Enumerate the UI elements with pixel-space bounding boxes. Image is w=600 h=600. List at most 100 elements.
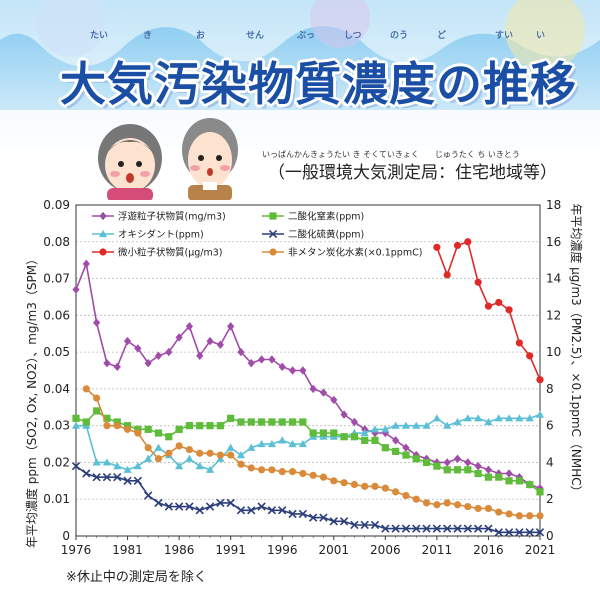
data-point <box>525 414 534 422</box>
data-point <box>195 506 204 515</box>
page-subtitle: （一般環境大気測定局：住宅地域等） <box>268 163 557 183</box>
data-point <box>536 376 544 384</box>
data-point <box>340 433 348 441</box>
data-point <box>330 477 338 485</box>
y-right-axis-title: 年平均濃度 μg/m3（PM2.5）、×0.1ppmC（NMHC） <box>569 203 584 497</box>
data-point <box>495 298 503 307</box>
data-point-stroke <box>453 524 462 533</box>
data-point <box>535 410 545 418</box>
data-point <box>92 472 101 482</box>
data-point <box>175 462 184 470</box>
data-point <box>82 385 90 393</box>
data-point <box>494 414 503 422</box>
y-right-axis-label: 年平均濃度 μg/m3（PM2.5）、×0.1ppmC（NMHC） <box>569 203 584 497</box>
footnote: ※休止中の測定局を除く <box>66 570 207 585</box>
ruby-text: たい <box>90 31 109 41</box>
data-point <box>505 469 513 478</box>
characters-illustration <box>98 118 238 200</box>
header-banner <box>0 0 600 150</box>
y-left-tick-label: 0.03 <box>43 419 70 433</box>
plot-area <box>76 205 540 536</box>
data-point <box>123 336 132 346</box>
data-point <box>484 473 493 481</box>
data-point <box>453 241 462 250</box>
data-point <box>247 464 255 472</box>
data-point <box>505 510 513 518</box>
series-ox <box>71 410 545 473</box>
series-nmhc <box>82 385 544 520</box>
data-point <box>92 458 101 466</box>
data-point <box>216 498 225 508</box>
data-point <box>443 466 451 474</box>
data-point <box>422 524 431 533</box>
data-point <box>484 417 493 426</box>
data-point <box>526 352 534 360</box>
data-point <box>391 524 400 533</box>
data-point <box>474 461 482 471</box>
data-point <box>93 318 101 327</box>
data-point <box>267 506 277 515</box>
data-point-stroke <box>360 520 369 530</box>
data-point <box>309 429 317 437</box>
data-point <box>185 445 194 454</box>
legend-item-so2: 二酸化硫黄(ppm) <box>262 229 364 241</box>
data-point-stroke <box>494 528 503 537</box>
data-point <box>113 422 121 430</box>
data-point <box>412 455 420 463</box>
data-point <box>99 211 107 221</box>
ruby-text: のう <box>390 31 409 41</box>
data-point <box>350 417 358 427</box>
data-point <box>123 422 132 430</box>
series-pm25 <box>433 238 544 384</box>
chart-series <box>71 238 545 537</box>
data-point <box>268 355 276 364</box>
y-left-tick-label: 0.04 <box>43 382 70 396</box>
data-point <box>453 466 462 474</box>
data-point <box>144 358 152 368</box>
data-point <box>515 528 524 537</box>
ruby-text: すい <box>495 31 514 41</box>
data-point <box>267 439 277 448</box>
data-point <box>134 429 142 437</box>
data-point <box>258 418 266 426</box>
data-point <box>71 421 81 429</box>
data-point <box>381 425 390 433</box>
data-point <box>484 524 493 533</box>
x-tick-label: 1981 <box>112 543 143 557</box>
data-point <box>123 425 132 433</box>
data-point <box>422 458 431 467</box>
data-point <box>278 468 286 476</box>
data-point-stroke <box>401 524 411 533</box>
data-point <box>350 433 358 441</box>
data-point <box>309 471 317 479</box>
data-point <box>144 444 152 452</box>
data-point <box>392 447 400 456</box>
data-point <box>278 436 287 444</box>
data-point <box>268 229 278 239</box>
data-point <box>515 512 523 520</box>
data-point <box>247 506 256 515</box>
data-point <box>371 482 379 490</box>
data-point-stroke <box>473 524 483 533</box>
man-character-icon <box>182 118 238 200</box>
data-point <box>392 436 400 445</box>
data-point <box>93 407 101 415</box>
data-point <box>453 417 462 426</box>
series-so2 <box>71 461 545 537</box>
data-point <box>278 418 286 426</box>
data-point-stroke <box>144 491 153 500</box>
data-point-stroke <box>319 513 328 522</box>
data-point <box>102 458 112 466</box>
data-point <box>464 466 472 474</box>
data-point <box>82 418 90 426</box>
data-point <box>412 495 420 503</box>
data-point <box>195 462 204 470</box>
data-point <box>361 482 369 490</box>
data-point <box>113 472 122 482</box>
data-point <box>495 508 503 516</box>
x-tick-label: 1986 <box>164 543 195 557</box>
data-point <box>82 469 91 478</box>
data-point <box>350 480 358 489</box>
ruby-text: ぶっ <box>297 31 316 41</box>
data-point <box>474 414 483 422</box>
